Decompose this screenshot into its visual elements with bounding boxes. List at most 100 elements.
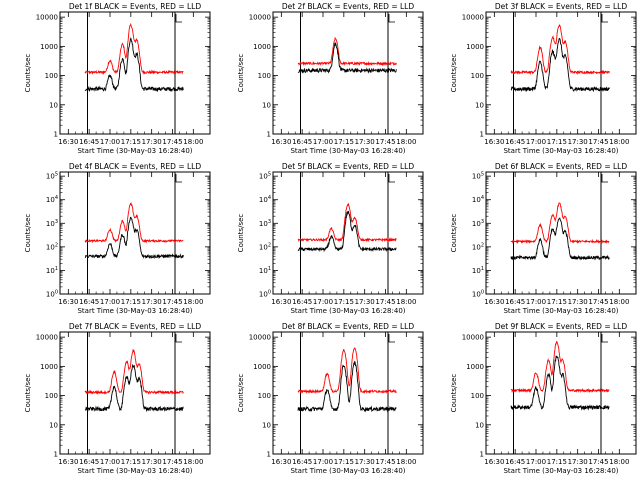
xtick-label: 17:30 [142, 138, 162, 146]
xtick-label: 17:00 [313, 458, 333, 466]
xtick-label: 17:15 [121, 458, 141, 466]
panel-p7: Det 7f BLACK = Events, RED = LLD 1 10 100 10… [24, 322, 211, 475]
xtick-label: 18:00 [609, 458, 629, 466]
xtick-label: 16:45 [505, 458, 525, 466]
xtick-label: 17:45 [162, 458, 182, 466]
ytick-label: 1 [267, 451, 271, 459]
plot-frame [485, 11, 637, 135]
xtick-label: 17:15 [334, 138, 354, 146]
plot-frame [272, 171, 424, 295]
xtick-label: 16:30 [58, 298, 78, 306]
panel-title: Det 3f BLACK = Events, RED = LLD [495, 2, 628, 11]
ytick-exponent: 5 [268, 172, 271, 178]
series-lld-line [84, 348, 184, 395]
xlabel: Start Time (30-May-03 16:28:40) [503, 307, 618, 315]
xtick-label: 16:30 [484, 138, 504, 146]
series-lld-line [510, 340, 610, 394]
xtick-label: 17:15 [547, 138, 567, 146]
marker-bracket [175, 334, 182, 343]
xtick-label: 17:45 [162, 298, 182, 306]
ytick-label: 1 [54, 451, 58, 459]
xtick-label: 17:15 [121, 138, 141, 146]
marker-bracket [601, 14, 608, 23]
xtick-label: 17:15 [334, 458, 354, 466]
xtick-label: 18:00 [183, 458, 203, 466]
series-lld-line [297, 36, 397, 67]
ytick-label: 105 [259, 172, 271, 181]
xtick-label: 16:45 [292, 138, 312, 146]
ytick-label: 10000 [36, 14, 58, 22]
ytick-exponent: 0 [268, 290, 271, 296]
ytick-exponent: 2 [268, 242, 271, 248]
xtick-label: 17:45 [375, 138, 395, 146]
xtick-label: 17:00 [526, 138, 546, 146]
xtick-label: 18:00 [396, 458, 416, 466]
xtick-label: 16:45 [79, 138, 99, 146]
panel-title: Det 6f BLACK = Events, RED = LLD [495, 162, 628, 171]
xtick-label: 16:45 [292, 458, 312, 466]
marker-bracket [388, 14, 395, 23]
series-lld-line [84, 202, 184, 244]
ytick-label: 10 [49, 421, 58, 429]
ytick-label: 104 [472, 195, 484, 204]
xtick-label: 18:00 [396, 138, 416, 146]
panel-title: Det 9f BLACK = Events, RED = LLD [495, 322, 628, 331]
panel-p6: Det 6f BLACK = Events, RED = LLD10010110… [450, 162, 637, 315]
marker-bracket [388, 174, 395, 183]
xtick-label: 16:30 [484, 458, 504, 466]
ytick-label: 102 [259, 242, 271, 251]
series-lld-line [510, 24, 610, 76]
ylabel: Counts/sec [237, 374, 245, 413]
xtick-label: 18:00 [609, 298, 629, 306]
panel-p2: Det 2f BLACK = Events, RED = LLD 1 10 100 10… [237, 2, 424, 155]
plot-frame [272, 11, 424, 135]
xtick-label: 17:00 [313, 138, 333, 146]
xtick-label: 17:15 [334, 298, 354, 306]
ytick-label: 100 [46, 290, 58, 299]
ytick-label: 1 [54, 131, 58, 139]
xtick-label: 17:00 [100, 458, 120, 466]
xlabel: Start Time (30-May-03 16:28:40) [290, 147, 405, 155]
marker-bracket [175, 174, 182, 183]
ytick-label: 10000 [249, 334, 271, 342]
ylabel: Counts/sec [450, 214, 458, 253]
xtick-label: 17:30 [355, 458, 375, 466]
ytick-label: 1000 [253, 43, 271, 51]
series-events-line [510, 355, 610, 411]
ytick-label: 100 [259, 290, 271, 299]
marker-bracket [388, 334, 395, 343]
xtick-label: 17:45 [162, 138, 182, 146]
xlabel: Start Time (30-May-03 16:28:40) [503, 467, 618, 475]
panel-title: Det 8f BLACK = Events, RED = LLD [282, 322, 415, 331]
panel-title: Det 1f BLACK = Events, RED = LLD [69, 2, 202, 11]
ytick-label: 1 [480, 131, 484, 139]
xtick-label: 17:30 [142, 458, 162, 466]
ytick-label: 102 [46, 242, 58, 251]
panel-title: Det 2f BLACK = Events, RED = LLD [282, 2, 415, 11]
series-events-line [297, 42, 397, 74]
ytick-label: 100 [472, 290, 484, 299]
xtick-label: 17:15 [547, 298, 567, 306]
xtick-label: 16:30 [271, 298, 291, 306]
xtick-label: 16:30 [271, 458, 291, 466]
xtick-label: 17:15 [121, 298, 141, 306]
panel-p8: Det 8f BLACK = Events, RED = LLD 1 10 100 10… [237, 322, 424, 475]
ytick-label: 10000 [462, 334, 484, 342]
ytick-label: 10000 [36, 334, 58, 342]
ytick-exponent: 3 [268, 219, 271, 225]
plot-frame [59, 331, 211, 455]
ytick-exponent: 5 [55, 172, 58, 178]
plot-frame [272, 331, 424, 455]
ytick-label: 100 [471, 72, 484, 80]
series-events-line [84, 216, 184, 260]
xlabel: Start Time (30-May-03 16:28:40) [503, 147, 618, 155]
ytick-exponent: 2 [55, 242, 58, 248]
panel-p3: Det 3f BLACK = Events, RED = LLD 1 10 100 10… [450, 2, 637, 155]
ytick-label: 1 [480, 451, 484, 459]
ytick-exponent: 1 [268, 266, 271, 272]
ytick-label: 103 [472, 219, 484, 228]
ytick-exponent: 0 [55, 290, 58, 296]
plot-frame [59, 171, 211, 295]
ytick-label: 101 [46, 266, 58, 275]
